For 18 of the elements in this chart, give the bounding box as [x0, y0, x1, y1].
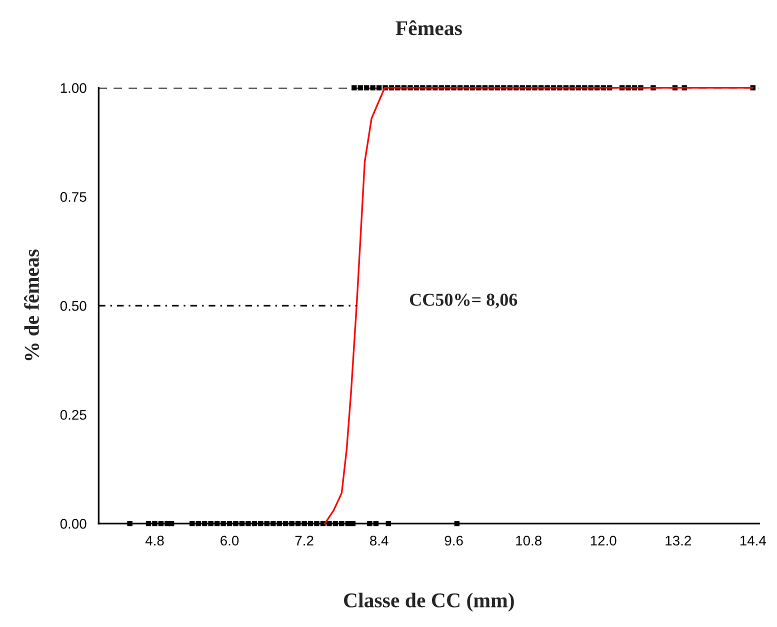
- chart-title: Fêmeas: [396, 20, 462, 36]
- y-tick-label: 1.00: [60, 83, 86, 93]
- y-tick-label: 0.00: [60, 518, 86, 529]
- y-tick-label: 0.25: [60, 410, 86, 420]
- y-axis-title: % de fêmeas: [24, 249, 40, 360]
- x-tick-label: 14.4: [740, 536, 766, 546]
- x-tick-label: 4.8: [145, 536, 164, 546]
- x-tick-label: 10.8: [516, 536, 542, 546]
- x-tick-label: 13.2: [666, 536, 691, 546]
- x-tick-label: 7.2: [295, 536, 314, 546]
- x-tick-label: 12.0: [590, 536, 616, 546]
- x-tick-label: 9.6: [444, 536, 463, 546]
- x-axis-title: Classe de CC (mm): [344, 592, 514, 612]
- y-tick-label: 0.50: [60, 300, 86, 311]
- y-tick-label: 0.75: [60, 192, 86, 202]
- x-tick-label: 8.4: [370, 536, 388, 546]
- x-tick-label: 6.0: [220, 536, 239, 546]
- annotation: CC50%= 8,06: [410, 294, 518, 308]
